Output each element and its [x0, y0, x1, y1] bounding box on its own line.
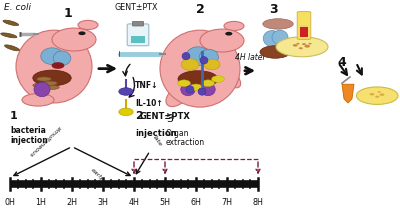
FancyBboxPatch shape: [131, 36, 145, 43]
Text: IL-10↑: IL-10↑: [135, 99, 163, 109]
Ellipse shape: [182, 52, 190, 60]
Circle shape: [225, 32, 232, 36]
FancyBboxPatch shape: [300, 27, 308, 37]
Circle shape: [202, 80, 214, 87]
Ellipse shape: [1, 33, 17, 38]
Text: 5H: 5H: [160, 198, 170, 207]
Ellipse shape: [4, 45, 20, 51]
Text: 6H: 6H: [190, 198, 202, 207]
Ellipse shape: [263, 19, 293, 29]
Text: bacteria: bacteria: [10, 126, 46, 135]
Circle shape: [293, 44, 298, 47]
Ellipse shape: [45, 85, 59, 89]
Ellipse shape: [181, 83, 195, 96]
Text: Organ: Organ: [166, 129, 189, 138]
Ellipse shape: [219, 66, 241, 88]
Ellipse shape: [224, 21, 244, 31]
Text: GENT±PTX: GENT±PTX: [140, 112, 190, 121]
Ellipse shape: [41, 48, 63, 64]
Circle shape: [375, 96, 379, 98]
Ellipse shape: [78, 20, 98, 30]
Ellipse shape: [199, 49, 218, 65]
Ellipse shape: [263, 31, 281, 46]
Ellipse shape: [43, 81, 57, 85]
Ellipse shape: [272, 30, 288, 45]
Ellipse shape: [52, 28, 96, 51]
Circle shape: [304, 45, 310, 48]
Text: injection: injection: [10, 136, 48, 145]
Ellipse shape: [53, 51, 71, 66]
Ellipse shape: [178, 71, 218, 87]
Ellipse shape: [33, 70, 71, 86]
Ellipse shape: [260, 46, 290, 58]
Circle shape: [190, 84, 202, 91]
Ellipse shape: [198, 88, 206, 95]
Ellipse shape: [33, 83, 47, 87]
Circle shape: [52, 62, 64, 69]
Ellipse shape: [356, 87, 398, 104]
Circle shape: [302, 43, 306, 45]
Text: 8H: 8H: [252, 198, 264, 207]
Text: 4: 4: [338, 56, 346, 69]
Circle shape: [212, 76, 224, 82]
Text: 7H: 7H: [222, 198, 232, 207]
Circle shape: [370, 93, 374, 95]
Ellipse shape: [181, 59, 199, 70]
Text: TNF↓: TNF↓: [135, 81, 159, 90]
Ellipse shape: [200, 57, 208, 64]
Ellipse shape: [160, 30, 240, 107]
Circle shape: [119, 108, 133, 116]
Ellipse shape: [200, 29, 244, 52]
FancyBboxPatch shape: [127, 24, 149, 46]
Ellipse shape: [204, 59, 220, 70]
Circle shape: [296, 43, 300, 45]
Text: injection: injection: [135, 129, 176, 138]
Text: 3H: 3H: [98, 198, 108, 207]
Ellipse shape: [276, 37, 328, 57]
Ellipse shape: [22, 94, 54, 106]
FancyBboxPatch shape: [300, 25, 308, 27]
Text: 0H: 0H: [4, 198, 16, 207]
FancyBboxPatch shape: [132, 21, 144, 26]
Text: late: late: [152, 135, 163, 148]
Ellipse shape: [34, 82, 50, 97]
Text: 2: 2: [196, 3, 204, 16]
Ellipse shape: [186, 47, 210, 66]
Text: extraction: extraction: [166, 138, 205, 147]
Text: 3: 3: [270, 3, 278, 16]
Polygon shape: [342, 84, 354, 103]
Ellipse shape: [201, 83, 215, 96]
Circle shape: [299, 47, 303, 49]
Ellipse shape: [186, 86, 194, 93]
Circle shape: [380, 93, 384, 96]
Circle shape: [178, 80, 190, 87]
Text: E. coli: E. coli: [4, 3, 31, 12]
Text: GENT±PTX: GENT±PTX: [114, 3, 158, 12]
Text: 2: 2: [135, 111, 142, 121]
Circle shape: [78, 31, 86, 35]
Text: 1H: 1H: [36, 198, 46, 207]
FancyBboxPatch shape: [297, 12, 311, 39]
Text: 1: 1: [64, 7, 72, 20]
Text: simultaneous: simultaneous: [28, 124, 62, 157]
Text: 4H later: 4H later: [235, 53, 265, 62]
Text: early: early: [90, 167, 104, 182]
Circle shape: [308, 43, 312, 45]
Text: 3: 3: [166, 114, 173, 124]
Ellipse shape: [166, 85, 190, 106]
Text: 2H: 2H: [66, 198, 78, 207]
Ellipse shape: [37, 77, 51, 81]
Text: 1: 1: [10, 111, 18, 121]
Ellipse shape: [3, 20, 18, 26]
Circle shape: [378, 91, 381, 93]
Text: 4H: 4H: [128, 198, 140, 207]
Circle shape: [119, 88, 133, 95]
Ellipse shape: [16, 30, 92, 103]
